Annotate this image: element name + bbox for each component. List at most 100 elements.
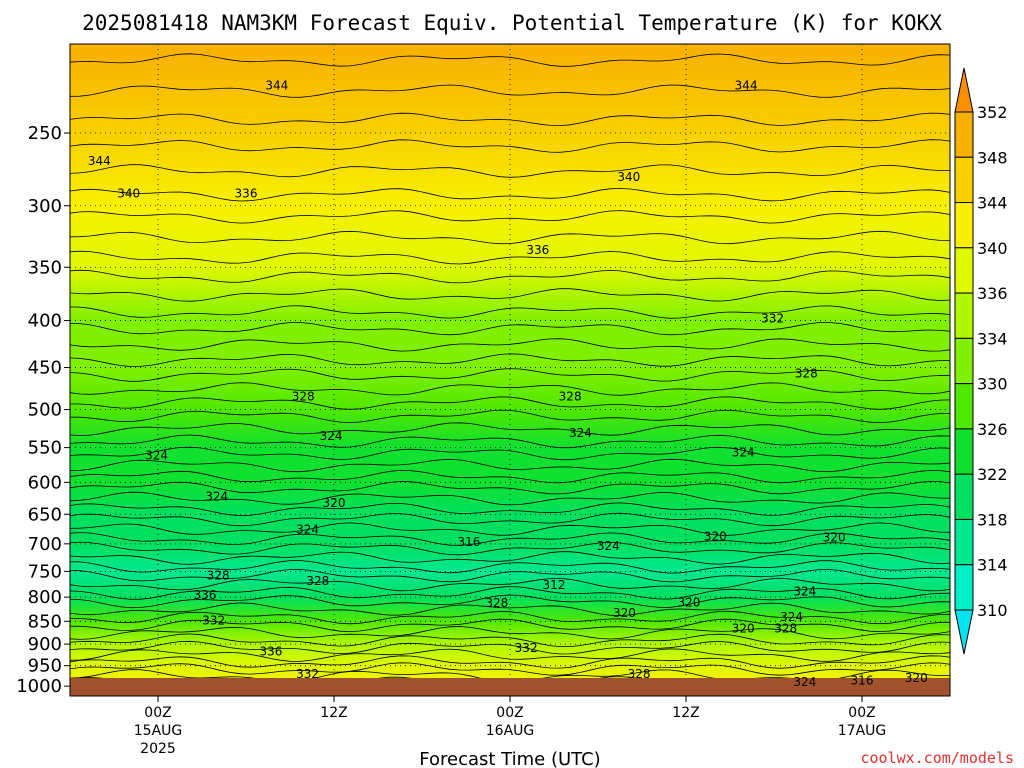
contour-label: 332 xyxy=(515,641,538,655)
colorbar-top-arrow xyxy=(954,67,974,113)
x-tick-label: 00Z xyxy=(848,705,875,721)
colorbar-swatch xyxy=(954,247,974,294)
contour-label: 316 xyxy=(457,535,480,549)
colorbar-label: 310 xyxy=(977,601,1008,620)
contour-label: 336 xyxy=(193,588,216,602)
colorbar-swatch xyxy=(954,337,974,385)
contour-line xyxy=(70,610,950,625)
contour-label: 324 xyxy=(780,610,803,624)
contour-label: 324 xyxy=(145,449,168,463)
contour-label: 340 xyxy=(617,170,640,184)
y-tick-label: 500 xyxy=(28,400,62,421)
contour-line xyxy=(70,368,950,382)
contour-label: 320 xyxy=(732,622,755,636)
contour-label: 340 xyxy=(117,187,140,201)
contour-line xyxy=(70,551,950,565)
contour-label: 320 xyxy=(677,596,700,610)
contour-line xyxy=(70,305,950,319)
contour-line xyxy=(70,210,950,224)
y-tick-label: 700 xyxy=(28,534,62,555)
contour-label: 320 xyxy=(704,529,727,543)
contour-line xyxy=(70,250,950,265)
contour-line xyxy=(70,568,950,583)
y-tick-label: 800 xyxy=(28,587,62,608)
y-tick-label: 300 xyxy=(28,196,62,217)
contour-line xyxy=(70,469,950,484)
contour-line xyxy=(70,480,950,495)
colorbar-swatch xyxy=(954,564,974,611)
contour-line xyxy=(70,626,950,640)
colorbar-label: 322 xyxy=(977,465,1008,484)
contour-line xyxy=(70,434,950,449)
y-tick-label: 850 xyxy=(28,611,62,632)
contour-line xyxy=(70,409,950,424)
colorbar-label: 352 xyxy=(977,103,1008,122)
contour-label: 332 xyxy=(202,613,225,627)
x-axis: 00Z 15AUG 2025 12Z 00Z 16AUG 12Z 00Z 17AUG xyxy=(134,696,887,757)
contour-label: 336 xyxy=(526,243,549,257)
colorbar-swatch xyxy=(954,518,974,566)
contour-label: 316 xyxy=(851,674,874,688)
x-tick-label: 12Z xyxy=(320,705,347,721)
contour-line xyxy=(70,541,950,556)
ground-surface xyxy=(70,678,950,696)
x-tick-date: 16AUG xyxy=(486,723,535,739)
contour-line xyxy=(70,230,950,245)
colorbar-label: 344 xyxy=(977,194,1008,213)
colorbar-label: 314 xyxy=(977,556,1008,575)
contour-line xyxy=(70,288,950,302)
contour-line xyxy=(70,532,950,546)
contour-label: 328 xyxy=(306,574,329,588)
contour-label: 320 xyxy=(823,531,846,545)
x-axis-label: Forecast Time (UTC) xyxy=(419,749,600,768)
contour-label: 328 xyxy=(795,367,818,381)
contour-label: 332 xyxy=(761,312,784,326)
contour-label: 324 xyxy=(793,585,816,599)
colorbar-label: 326 xyxy=(977,420,1008,439)
y-tick-label: 750 xyxy=(28,561,62,582)
contour-line xyxy=(70,602,950,617)
contour-label: 328 xyxy=(774,622,797,636)
colorbar-swatch xyxy=(954,292,974,339)
x-tick-year: 2025 xyxy=(140,741,176,757)
contour-line xyxy=(70,269,950,284)
y-tick-label: 350 xyxy=(28,257,62,278)
colorbar-swatch xyxy=(954,383,974,430)
colorbar: 352 348 344 340 336 334 330 326 322 318 314 310 xyxy=(954,67,1008,655)
colorbar-label: 330 xyxy=(977,375,1008,394)
contour-line xyxy=(70,560,950,574)
x-tick-label: 12Z xyxy=(672,705,699,721)
contour-label: 324 xyxy=(320,429,343,443)
chart-title: 2025081418 NAM3KM Forecast Equiv. Potent… xyxy=(82,11,942,35)
contour-label: 324 xyxy=(597,539,620,553)
colorbar-label: 348 xyxy=(977,148,1008,167)
contour-line xyxy=(70,139,950,153)
contour-line xyxy=(70,502,950,517)
colorbar-swatch xyxy=(954,111,974,158)
y-tick-label: 550 xyxy=(28,438,62,459)
contour-label: 320 xyxy=(905,671,928,685)
colorbar-label: 336 xyxy=(977,284,1008,303)
contour-label: 324 xyxy=(793,675,816,689)
contour-line xyxy=(70,633,950,647)
x-tick-label: 00Z xyxy=(496,705,523,721)
contour-line xyxy=(70,512,950,527)
contour-label: 336 xyxy=(235,187,258,201)
contour-line xyxy=(70,187,950,202)
y-tick-label: 400 xyxy=(28,311,62,332)
contour-label: 328 xyxy=(292,390,315,404)
contour-lines xyxy=(70,53,950,690)
contour-label: 332 xyxy=(296,667,319,681)
contour-label: 344 xyxy=(265,79,288,93)
contour-label: 312 xyxy=(543,578,566,592)
contour-line xyxy=(70,382,950,396)
contour-label: 328 xyxy=(485,596,508,610)
y-tick-label: 450 xyxy=(28,358,62,379)
y-tick-label: 900 xyxy=(28,634,62,655)
contour-line xyxy=(70,640,950,655)
y-tick-label: 1000 xyxy=(16,676,62,697)
x-tick-date: 17AUG xyxy=(838,723,887,739)
contour-label: 344 xyxy=(735,79,758,93)
colorbar-swatch xyxy=(954,202,974,249)
